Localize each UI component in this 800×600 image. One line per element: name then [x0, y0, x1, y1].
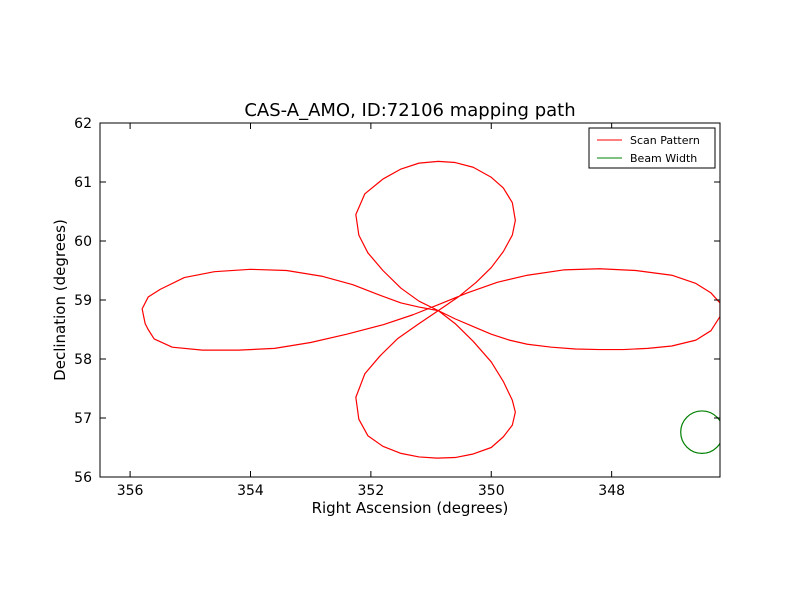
x-tick-label: 348	[598, 483, 625, 499]
x-tick-label: 356	[117, 483, 144, 499]
y-tick-label: 57	[74, 411, 92, 427]
x-tick-label: 354	[237, 483, 264, 499]
tick-layer: 356 354 352 350 348 56 57 58 59 60 61 62	[74, 116, 720, 499]
series-circle-beam-width	[680, 410, 720, 454]
legend-box	[588, 127, 716, 169]
plot-frame	[99, 122, 721, 478]
legend-label-scan-pattern: Scan Pattern	[630, 134, 700, 147]
legend-label-beam-width: Beam Width	[630, 152, 697, 165]
y-tick-label: 58	[74, 352, 92, 368]
y-tick-label: 56	[74, 470, 92, 486]
y-tick-label: 61	[74, 175, 92, 191]
legend: Scan Pattern Beam Width	[588, 127, 716, 169]
y-tick-label: 60	[74, 234, 92, 250]
x-axis-label: Right Ascension (degrees)	[312, 499, 509, 517]
y-tick-label: 59	[74, 293, 92, 309]
y-tick-label: 62	[74, 116, 92, 132]
series-line-scan-pattern	[141, 160, 720, 459]
plot-layer	[141, 160, 720, 459]
x-tick-label: 350	[478, 483, 505, 499]
y-axis-label: Declination (degrees)	[51, 219, 69, 381]
x-tick-label: 352	[358, 483, 385, 499]
chart-title: CAS-A_AMO, ID:72106 mapping path	[244, 100, 575, 121]
